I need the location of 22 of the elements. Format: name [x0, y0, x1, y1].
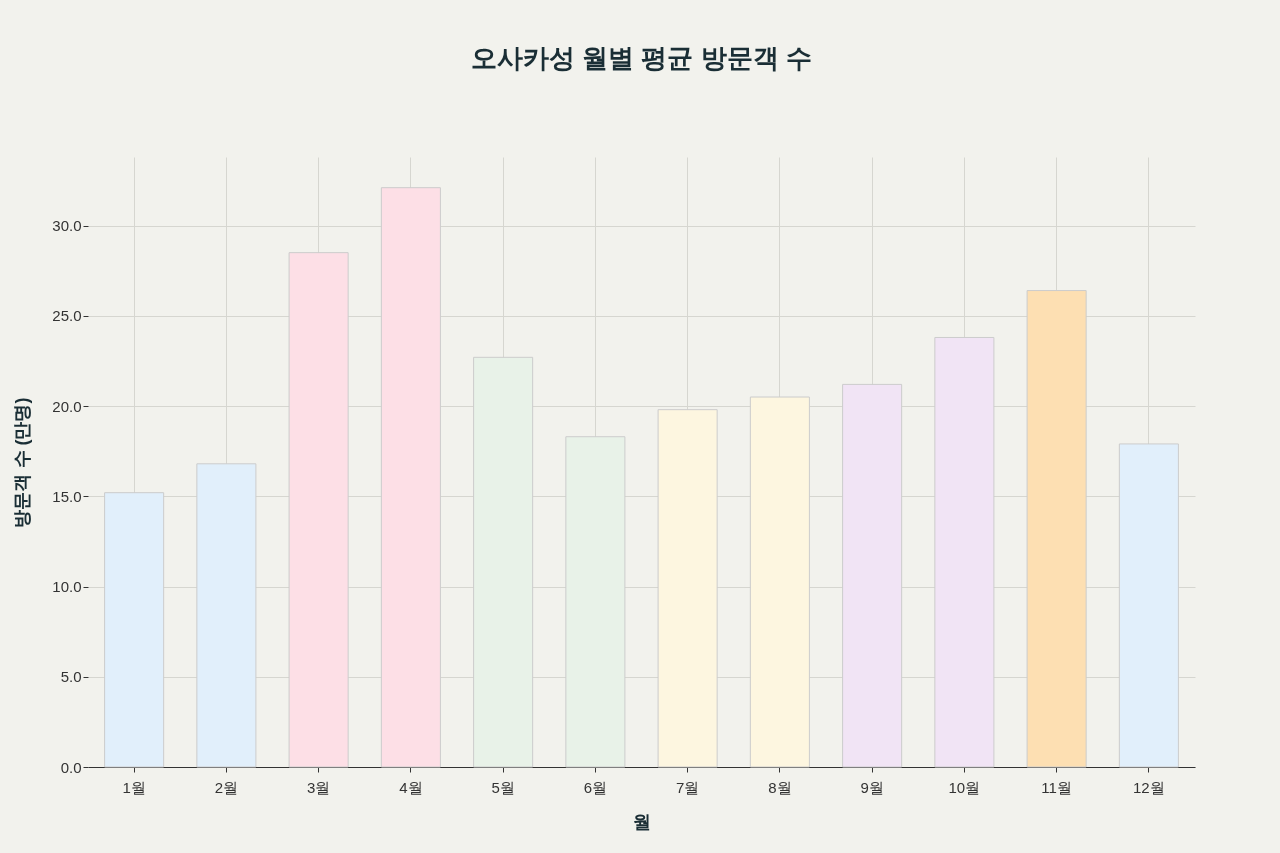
y-tick-label: 30.0	[52, 217, 82, 235]
x-tick-label: 11월	[1041, 778, 1072, 796]
y-tick-label: 25.0	[52, 307, 82, 325]
x-axis-title: 월	[633, 811, 651, 832]
x-tick-label: 9월	[860, 778, 884, 796]
y-tick-label: 0.0	[60, 758, 82, 776]
x-tick-label: 6월	[583, 778, 608, 796]
x-tick-label: 1월	[122, 778, 146, 796]
chart-title: 오사카성 월별 평균 방문객 수	[471, 43, 812, 73]
y-tick-label: 20.0	[52, 397, 82, 415]
x-tick-label: 5월	[491, 778, 515, 796]
y-axis-title: 방문객 수 (만명)	[12, 397, 33, 528]
x-tick-label: 7월	[675, 778, 700, 796]
x-tick-label: 2월	[214, 778, 239, 796]
x-tick-label: 12월	[1133, 778, 1165, 796]
x-tick-label: 8월	[768, 778, 792, 796]
x-tick-label: 3월	[306, 778, 331, 796]
x-tick-label: 10월	[948, 778, 981, 796]
y-tick-label: 15.0	[52, 487, 82, 505]
y-tick-label: 5.0	[60, 668, 82, 686]
y-tick-label: 10.0	[52, 578, 82, 596]
x-tick-label: 4월	[399, 778, 423, 796]
